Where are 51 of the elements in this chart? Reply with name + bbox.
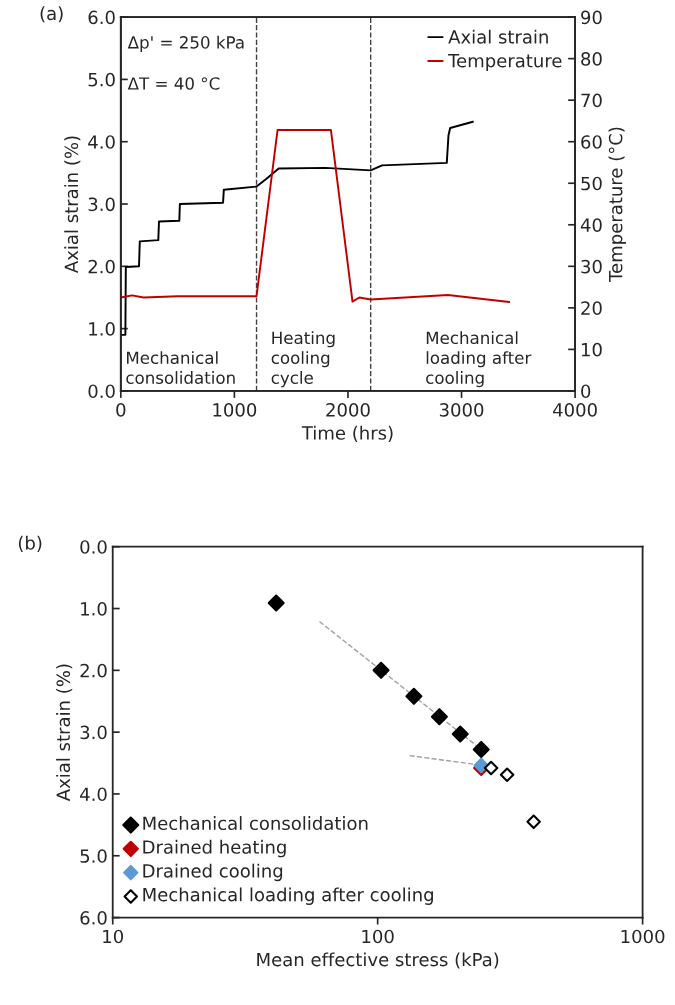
y2-tick-label: 30	[581, 259, 602, 274]
annotation: Δp' = 250 kPa	[127, 35, 244, 52]
y2-tick-label: 20	[581, 301, 602, 315]
annotation: Heating cooling cycle	[271, 331, 335, 388]
y-tick-label: 6.0	[80, 911, 107, 925]
x-tick-label: 10	[103, 929, 124, 944]
y2-tick-label: 90	[581, 10, 602, 25]
x-axis-title: Mean effective stress (kPa)	[257, 952, 499, 969]
chart-title: (b)	[18, 535, 42, 552]
legend-label: Temperature	[448, 54, 562, 71]
legend-label: Mechanical consolidation	[143, 816, 368, 831]
y2-tick-label: 40	[580, 218, 602, 232]
y-axis-title: Axial strain (%)	[64, 136, 81, 274]
x-tick-label: 1000	[621, 929, 665, 944]
y-tick-label: 5.0	[88, 72, 115, 87]
x-tick-label: 100	[362, 929, 394, 944]
y-tick-label: 3.0	[88, 197, 115, 212]
annotation: Mechanical loading after cooling	[426, 331, 532, 388]
y-tick-label: 2.0	[80, 663, 107, 678]
y2-tick-label: 0	[581, 384, 591, 399]
y2-tick-label: 60	[581, 135, 602, 149]
x-axis-title: Time (hrs)	[301, 425, 393, 442]
x-tick-label: 0	[116, 403, 126, 417]
y2-tick-label: 50	[581, 176, 602, 191]
legend-label: Drained cooling	[143, 863, 283, 882]
y2-tick-label: 10	[581, 342, 602, 357]
y-tick-label: 1.0	[81, 601, 107, 616]
chart-title: (a)	[40, 6, 63, 23]
y-axis-title: Axial strain (%)	[56, 664, 73, 802]
x-tick-label: 3000	[439, 403, 484, 417]
y-tick-label: 4.0	[88, 135, 115, 149]
y-tick-label: 1.0	[89, 322, 115, 336]
y2-axis-title: Temperature (°C)	[608, 127, 626, 282]
y2-tick-label: 80	[581, 52, 602, 66]
y-tick-label: 2.0	[88, 259, 115, 274]
legend-label: Drained heating	[143, 839, 286, 858]
y-tick-label: 5.0	[80, 849, 107, 863]
y-tick-label: 3.0	[80, 725, 107, 740]
x-tick-label: 2000	[326, 403, 370, 417]
y-tick-label: 0.0	[88, 384, 115, 399]
annotation: ΔT = 40 °C	[127, 77, 220, 90]
legend-label: Axial strain	[448, 29, 548, 44]
y-tick-label: 6.0	[88, 10, 115, 25]
legend-label: Mechanical loading after cooling	[143, 887, 433, 905]
x-tick-label: 4000	[553, 403, 597, 417]
y2-tick-label: 70	[581, 93, 602, 108]
y-tick-label: 4.0	[80, 787, 107, 802]
annotation: Mechanical consolidation	[126, 351, 235, 384]
x-tick-label: 1000	[213, 403, 257, 417]
line-series	[120, 129, 511, 304]
y-tick-label: 0.0	[80, 540, 107, 554]
